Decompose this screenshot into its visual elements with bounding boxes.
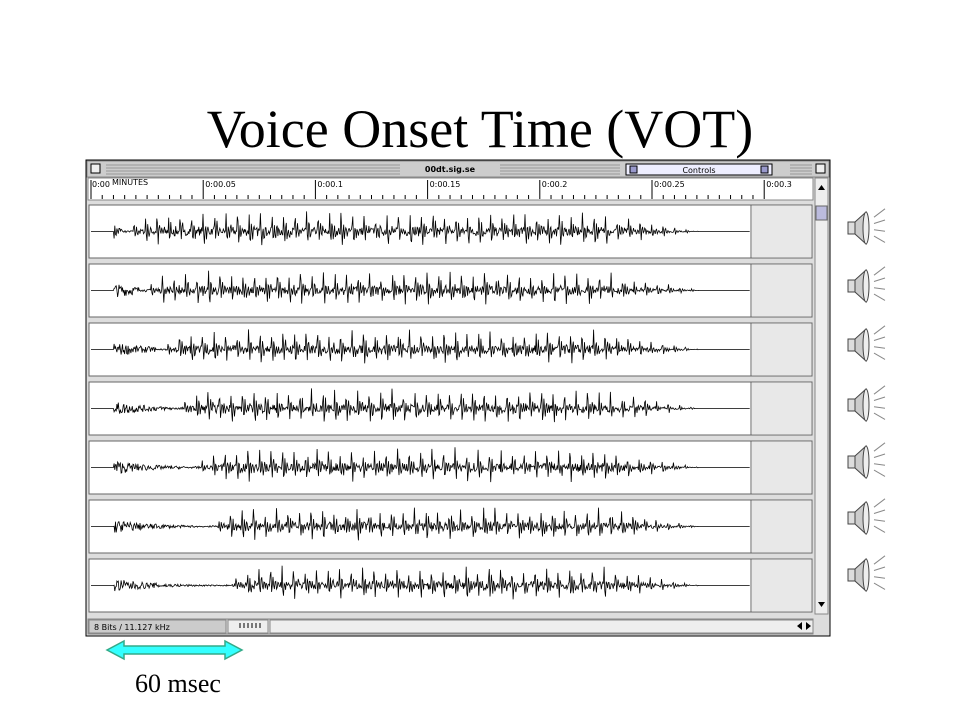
sound-wave xyxy=(873,325,886,335)
sound-wave xyxy=(873,287,886,290)
sound-wave xyxy=(873,229,886,232)
waveform xyxy=(91,447,750,483)
waveform xyxy=(91,507,750,541)
speaker-body xyxy=(847,221,856,235)
scroll-right[interactable] xyxy=(806,622,811,630)
waveform xyxy=(91,211,750,246)
sound-wave xyxy=(873,385,886,395)
sound-wave xyxy=(873,352,886,360)
title-stripes xyxy=(106,164,812,175)
sound-wave xyxy=(873,219,886,224)
speaker-body xyxy=(847,511,856,525)
scroll-up[interactable] xyxy=(818,185,825,190)
track-unused xyxy=(752,442,811,493)
speaker-body xyxy=(847,568,856,582)
ruler-unit: MINUTES xyxy=(112,178,148,187)
speaker-body xyxy=(847,338,856,352)
waveform xyxy=(91,565,750,600)
sound-wave xyxy=(873,463,886,466)
controls-button[interactable] xyxy=(625,163,773,176)
speaker-icon[interactable] xyxy=(847,385,886,423)
title-bg xyxy=(403,163,498,175)
speaker-icon[interactable] xyxy=(847,498,886,536)
duration-arrow xyxy=(105,639,244,661)
track-unused xyxy=(752,560,811,611)
ruler-label: 0:00.25 xyxy=(654,180,685,189)
ruler-label: 0:00.15 xyxy=(430,180,461,189)
tracks xyxy=(88,204,813,613)
sound-wave xyxy=(873,582,886,590)
sound-wave xyxy=(873,498,886,508)
speaker-cap xyxy=(862,211,870,245)
speakers xyxy=(847,208,886,593)
slide-title: Voice Onset Time (VOT) xyxy=(207,99,754,159)
speaker-icon[interactable] xyxy=(847,325,886,363)
speaker-body xyxy=(847,398,856,412)
ruler-label: 0:00.1 xyxy=(317,180,343,189)
speaker-cap xyxy=(862,501,870,535)
waveform xyxy=(91,270,750,305)
track-unused xyxy=(752,265,811,316)
scroll-bar[interactable] xyxy=(814,177,829,615)
waveform xyxy=(91,329,750,364)
speaker-cap xyxy=(862,445,870,479)
sound-wave xyxy=(873,509,886,514)
sound-wave xyxy=(873,525,886,533)
ruler-label: 0:00.05 xyxy=(205,180,236,189)
sound-wave xyxy=(873,576,886,579)
sound-wave xyxy=(873,412,886,420)
ruler-start: 0:00 xyxy=(92,180,110,189)
track-unused xyxy=(752,206,811,257)
speaker-cap xyxy=(862,269,870,303)
controls-icon xyxy=(629,165,638,174)
sound-wave xyxy=(873,566,886,571)
sound-wave xyxy=(873,469,886,477)
h-scroll[interactable] xyxy=(269,619,814,634)
window-title: 00dt.sig.se xyxy=(425,165,476,174)
sound-wave xyxy=(873,266,886,276)
waveform xyxy=(91,388,750,423)
level-ticks xyxy=(239,623,261,628)
speaker-cap xyxy=(862,388,870,422)
speaker-icon[interactable] xyxy=(847,555,886,593)
sound-wave xyxy=(873,277,886,282)
speaker-body xyxy=(847,455,856,469)
sound-wave xyxy=(873,453,886,458)
speaker-icon[interactable] xyxy=(847,208,886,246)
track-unused xyxy=(752,383,811,434)
controls-label: Controls xyxy=(682,166,715,175)
speaker-body xyxy=(847,279,856,293)
ruler-label: 0:00.2 xyxy=(542,180,568,189)
sound-wave xyxy=(873,208,886,218)
sound-wave xyxy=(873,346,886,349)
track-unused xyxy=(752,501,811,552)
scroll-left[interactable] xyxy=(797,622,802,630)
controls-icon xyxy=(760,165,769,174)
sound-wave xyxy=(873,293,886,301)
status-field xyxy=(88,619,227,634)
speaker-icon[interactable] xyxy=(847,442,886,480)
ruler xyxy=(87,177,814,201)
ruler-ticks: 0:00.05 0:00.1 0:00.15 0:00.2 0:00.25 0:00.3 xyxy=(90,180,792,199)
sound-wave xyxy=(873,396,886,401)
sound-wave xyxy=(873,235,886,243)
speaker-icon[interactable] xyxy=(847,266,886,304)
close-box[interactable] xyxy=(90,163,101,174)
track-unused xyxy=(752,324,811,375)
scroll-thumb[interactable] xyxy=(815,205,828,221)
speaker-cap xyxy=(862,328,870,362)
annotation: 60 msec xyxy=(135,669,221,698)
scroll-down[interactable] xyxy=(818,602,825,607)
status-text: 8 Bits / 11.127 kHz xyxy=(94,623,170,632)
sound-wave xyxy=(873,519,886,522)
sound-wave xyxy=(873,555,886,565)
speaker-cap xyxy=(862,558,870,592)
zoom-box[interactable] xyxy=(815,163,826,174)
ruler-label: 0:00.3 xyxy=(766,180,792,189)
sound-wave xyxy=(873,442,886,452)
sound-wave xyxy=(873,406,886,409)
sound-wave xyxy=(873,336,886,341)
